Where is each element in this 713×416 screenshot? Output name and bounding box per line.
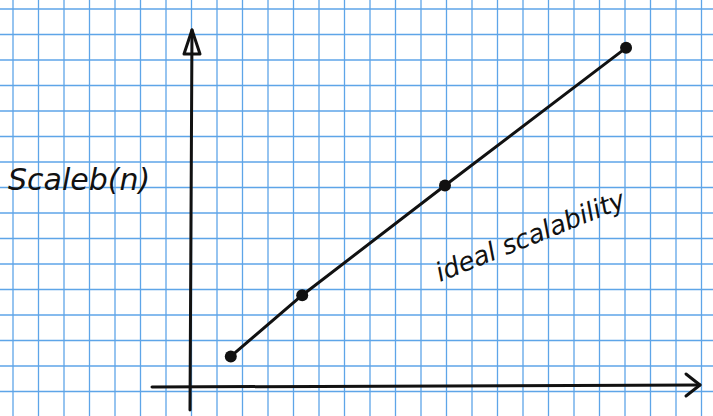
paper-line [701,0,702,416]
point [225,350,237,362]
y-axis [190,30,192,410]
paper-line [344,0,345,416]
paper-line [0,85,713,86]
paper-line [191,0,192,416]
paper-line [0,136,713,137]
paper-line [471,0,472,416]
x-axis-arrow [686,374,700,396]
paper-line [0,8,713,9]
paper-line [165,0,166,416]
paper-line [12,0,13,416]
chart: Scaleb(n) ideal scalability [0,0,713,416]
y-axis-title: Scaleb(n) [8,162,150,197]
paper-line [0,59,713,60]
plot-area [225,42,632,363]
point [296,289,308,301]
point [439,180,451,192]
paper-line [0,365,713,366]
paper-line [0,34,713,35]
paper-line [0,314,713,315]
paper-line [548,0,549,416]
y-axis-arrow [184,30,200,54]
paper-line [140,0,141,416]
paper-line [242,0,243,416]
annotation: ideal scalability [431,184,630,288]
paper-line [89,0,90,416]
paper-line [420,0,421,416]
paper-line [446,0,447,416]
paper-line [0,340,713,341]
paper-line [675,0,676,416]
series-line [231,48,626,357]
paper-line [0,110,713,111]
paper-line [267,0,268,416]
paper-line [369,0,370,416]
grid-paper [0,0,713,416]
paper-line [114,0,115,416]
paper-line [293,0,294,416]
paper-line [650,0,651,416]
paper-line [497,0,498,416]
paper-line [318,0,319,416]
paper-line [216,0,217,416]
paper-line [0,391,713,392]
paper-line [395,0,396,416]
paper-line [0,238,713,239]
paper-line [63,0,64,416]
x-axis [152,385,700,387]
paper-line [38,0,39,416]
paper-line [522,0,523,416]
paper-line [0,289,713,290]
point [620,42,632,54]
paper-line [0,263,713,264]
